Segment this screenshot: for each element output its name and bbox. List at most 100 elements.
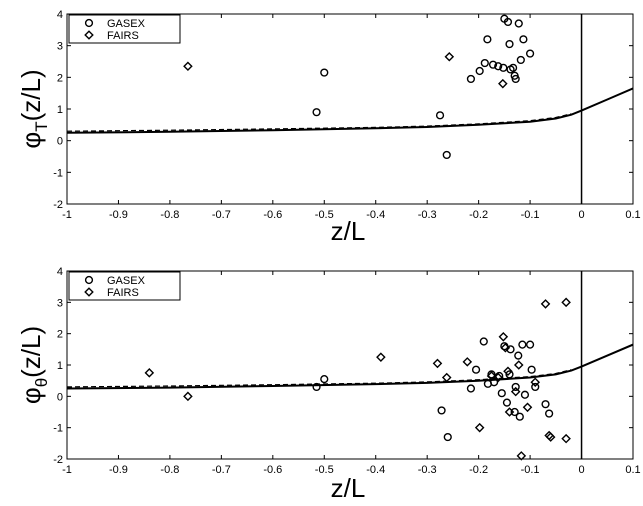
data-point	[510, 407, 519, 417]
curve-dashed	[67, 113, 572, 132]
y-tick-label: 3	[57, 297, 63, 309]
svg-text:φT(z/L): φT(z/L)	[16, 69, 51, 148]
x-tick-label: -0.9	[109, 209, 128, 221]
data-point	[525, 49, 535, 58]
curve-solid	[67, 87, 633, 134]
x-tick-label: 0.1	[625, 464, 640, 476]
data-point	[505, 39, 514, 49]
data-point	[487, 370, 496, 379]
data-point	[442, 150, 451, 160]
data-point	[437, 406, 446, 415]
y-label-main: φ	[16, 387, 46, 404]
x-axis-label: z/L	[331, 216, 366, 246]
data-point	[504, 407, 515, 417]
x-tick-label: -0.7	[212, 209, 231, 221]
data-point	[486, 371, 497, 381]
y-tick-label: 1	[57, 104, 63, 116]
legend-label-gasex: GASEX	[107, 18, 146, 30]
data-point	[514, 351, 523, 360]
x-tick-label: -0.4	[366, 464, 385, 476]
data-point	[510, 386, 521, 397]
y-label-rest: (z/L)	[16, 326, 46, 378]
data-point	[513, 360, 524, 370]
data-point	[498, 332, 509, 342]
legend-marker-fairs	[84, 287, 94, 297]
curve-solid	[67, 343, 633, 390]
x-tick-label: -0.5	[315, 464, 334, 476]
x-tick-label: 0.1	[625, 209, 640, 221]
y-tick-label: 4	[57, 266, 63, 278]
data-point	[494, 62, 503, 71]
y-tick-label: 4	[57, 9, 63, 21]
data-point	[518, 340, 527, 349]
panel-top: -1 -0.9 -0.8 -0.7 -0.6 -0.5 -0.4 -0.3 -0.2 -0.1 0 0…	[16, 9, 641, 246]
data-point	[503, 366, 513, 377]
x-tick-label: -0.2	[469, 209, 488, 221]
x-tick-label: -0.4	[366, 209, 385, 221]
data-point	[499, 63, 508, 72]
data-point	[498, 78, 508, 89]
data-point	[320, 68, 329, 77]
y-tick-label: 0	[57, 391, 63, 403]
y-label-sub: θ	[32, 378, 51, 387]
x-tick-label: -0.8	[160, 209, 179, 221]
legend-marker-fairs	[84, 30, 94, 40]
legend-marker-gasex	[84, 18, 94, 28]
y-tick-label: -1	[53, 167, 63, 179]
data-point	[545, 432, 556, 442]
x-tick-label: -1	[62, 209, 72, 221]
series-fairs	[183, 51, 508, 89]
data-point	[444, 51, 455, 62]
data-point	[505, 370, 514, 379]
data-point	[312, 108, 321, 117]
data-point	[527, 365, 536, 374]
data-point	[502, 398, 512, 407]
x-tick-label: -0.2	[469, 464, 488, 476]
data-point	[483, 35, 492, 44]
y-label-main: φ	[16, 132, 46, 149]
y-tick-label: 2	[57, 72, 63, 84]
data-point	[462, 357, 473, 367]
data-point	[320, 375, 329, 384]
x-tick-label: -0.9	[109, 464, 128, 476]
data-point	[511, 382, 520, 392]
data-point	[466, 384, 476, 393]
series-gasex	[312, 14, 535, 160]
panel-bottom: -1 -0.9 -0.8 -0.7 -0.6 -0.5 -0.4 -0.3 -0.2 -0.1 0 0…	[16, 266, 641, 503]
data-point	[519, 35, 528, 44]
data-point	[475, 66, 484, 76]
data-point	[432, 358, 443, 369]
data-point	[514, 19, 523, 28]
data-point	[540, 299, 551, 309]
data-point	[509, 63, 518, 72]
x-tick-label: -0.6	[263, 464, 282, 476]
data-point	[503, 17, 513, 27]
data-point	[376, 352, 386, 362]
curve-dashed	[67, 369, 572, 388]
data-point	[525, 340, 535, 349]
data-point	[471, 365, 481, 374]
data-point	[489, 378, 499, 387]
data-point	[183, 391, 193, 402]
data-point	[479, 337, 488, 346]
data-point	[443, 432, 452, 442]
data-point	[561, 297, 571, 308]
legend-label-fairs: FAIRS	[107, 287, 139, 299]
x-tick-label: -0.5	[315, 209, 334, 221]
svg-text:φθ(z/L): φθ(z/L)	[16, 326, 51, 404]
data-point	[183, 61, 193, 72]
data-point	[520, 390, 530, 399]
y-axis-label: φT(z/L)	[16, 69, 51, 148]
data-point	[545, 409, 554, 418]
x-tick-label: -0.3	[418, 209, 437, 221]
legend-label-gasex: GASEX	[107, 275, 146, 287]
data-point	[480, 58, 489, 68]
y-label-sub: T	[32, 121, 51, 131]
y-tick-label: 0	[57, 136, 63, 148]
x-tick-label: 0	[578, 209, 584, 221]
data-point	[516, 55, 525, 65]
series-gasex	[312, 337, 554, 442]
data-point	[474, 422, 485, 433]
data-point	[522, 402, 533, 413]
